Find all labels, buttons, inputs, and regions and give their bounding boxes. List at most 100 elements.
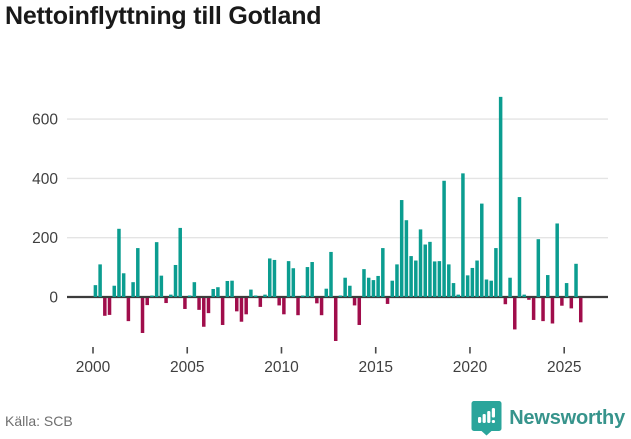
bar-q51 xyxy=(333,298,338,341)
bar-q77 xyxy=(456,294,460,297)
bar-q84 xyxy=(489,280,493,297)
bar-q62 xyxy=(385,298,390,304)
bar-q55 xyxy=(352,298,357,306)
bar-q41 xyxy=(286,261,291,297)
bar-q60 xyxy=(376,275,380,297)
bar-q68 xyxy=(414,260,418,297)
bar-q8 xyxy=(131,282,135,297)
bar-q94 xyxy=(536,239,541,297)
bar-q81 xyxy=(475,260,479,297)
bar-q9 xyxy=(136,248,140,297)
bar-q4 xyxy=(112,285,116,297)
bar-q19 xyxy=(183,298,187,309)
bar-q90 xyxy=(517,197,522,297)
bar-q24 xyxy=(206,298,211,314)
bar-q101 xyxy=(569,298,574,309)
bar-q5 xyxy=(117,228,121,297)
bar-q16 xyxy=(169,294,173,297)
bar-q25 xyxy=(211,288,215,297)
bar-q92 xyxy=(527,298,531,300)
bar-q72 xyxy=(432,261,437,297)
bar-q50 xyxy=(329,251,333,297)
bar-q44 xyxy=(300,295,305,297)
bar-q47 xyxy=(315,298,319,304)
bar-q74 xyxy=(442,180,446,297)
bar-q34 xyxy=(253,295,258,297)
brand-name: Newsworthy xyxy=(509,406,625,429)
bar-q61 xyxy=(381,248,385,297)
x-tick-label-2000: 2000 xyxy=(76,359,111,376)
bar-q96 xyxy=(546,275,550,297)
bar-q31 xyxy=(239,298,244,322)
bar-q79 xyxy=(465,275,470,297)
x-tick-label-2015: 2015 xyxy=(358,359,392,376)
bar-q39 xyxy=(277,298,281,306)
bar-q71 xyxy=(428,241,432,297)
bar-q70 xyxy=(423,244,427,297)
bar-q29 xyxy=(230,280,234,297)
y-tick-label-200: 200 xyxy=(32,230,58,247)
brand-logo: Newsworthy xyxy=(471,400,625,436)
bar-q17 xyxy=(173,264,178,297)
bar-q32 xyxy=(244,298,248,315)
bar-q1 xyxy=(98,264,102,297)
bar-q46 xyxy=(310,262,314,297)
bar-q98 xyxy=(555,223,559,297)
bar-q3 xyxy=(107,298,112,315)
bar-q27 xyxy=(220,298,225,325)
bar-q56 xyxy=(357,298,362,325)
bar-q89 xyxy=(513,298,517,330)
bar-q40 xyxy=(282,298,286,315)
y-tick-label-600: 600 xyxy=(32,112,58,129)
bar-q91 xyxy=(522,294,526,297)
bar-q63 xyxy=(390,280,395,297)
bar-q102 xyxy=(574,263,578,297)
bar-q83 xyxy=(484,279,489,297)
bar-q21 xyxy=(192,282,197,297)
source-note: Källa: SCB xyxy=(5,413,73,429)
bar-q66 xyxy=(404,220,409,297)
bar-q28 xyxy=(225,280,230,297)
x-tick-label-2005: 2005 xyxy=(170,359,204,376)
x-tick-label-2025: 2025 xyxy=(547,359,581,376)
bar-q97 xyxy=(550,298,555,324)
bar-q49 xyxy=(324,288,329,297)
bar-q52 xyxy=(338,295,343,297)
bar-q15 xyxy=(164,298,168,304)
bar-q42 xyxy=(291,268,296,297)
bar-q65 xyxy=(399,200,404,297)
bar-q53 xyxy=(343,277,347,297)
x-tick-label-2020: 2020 xyxy=(453,359,488,376)
bar-q37 xyxy=(267,258,272,297)
bar-q69 xyxy=(418,229,423,297)
bar-q95 xyxy=(541,298,545,322)
bar-q48 xyxy=(319,298,324,316)
bar-q85 xyxy=(494,248,498,297)
bar-q57 xyxy=(362,269,366,297)
bar-q45 xyxy=(305,267,310,297)
bar-q10 xyxy=(140,298,145,333)
bar-q99 xyxy=(560,298,564,306)
bar-q18 xyxy=(178,227,182,297)
y-tick-label-400: 400 xyxy=(32,171,58,188)
bar-q75 xyxy=(447,264,451,297)
bar-q23 xyxy=(202,298,206,327)
bar-q76 xyxy=(451,283,456,297)
bar-q26 xyxy=(216,287,220,297)
bar-q2 xyxy=(103,298,107,316)
bar-q88 xyxy=(508,277,512,297)
bar-q43 xyxy=(296,298,300,316)
bar-q82 xyxy=(480,203,484,297)
bar-q103 xyxy=(578,298,583,323)
bar-q73 xyxy=(437,261,442,297)
bar-q20 xyxy=(187,295,192,297)
bar-q30 xyxy=(235,298,239,312)
bar-q14 xyxy=(159,275,164,297)
bar-q58 xyxy=(366,277,371,297)
bar-q36 xyxy=(263,294,267,297)
bar-q35 xyxy=(258,298,263,307)
bar-q12 xyxy=(150,295,154,297)
bar-q67 xyxy=(409,256,413,297)
